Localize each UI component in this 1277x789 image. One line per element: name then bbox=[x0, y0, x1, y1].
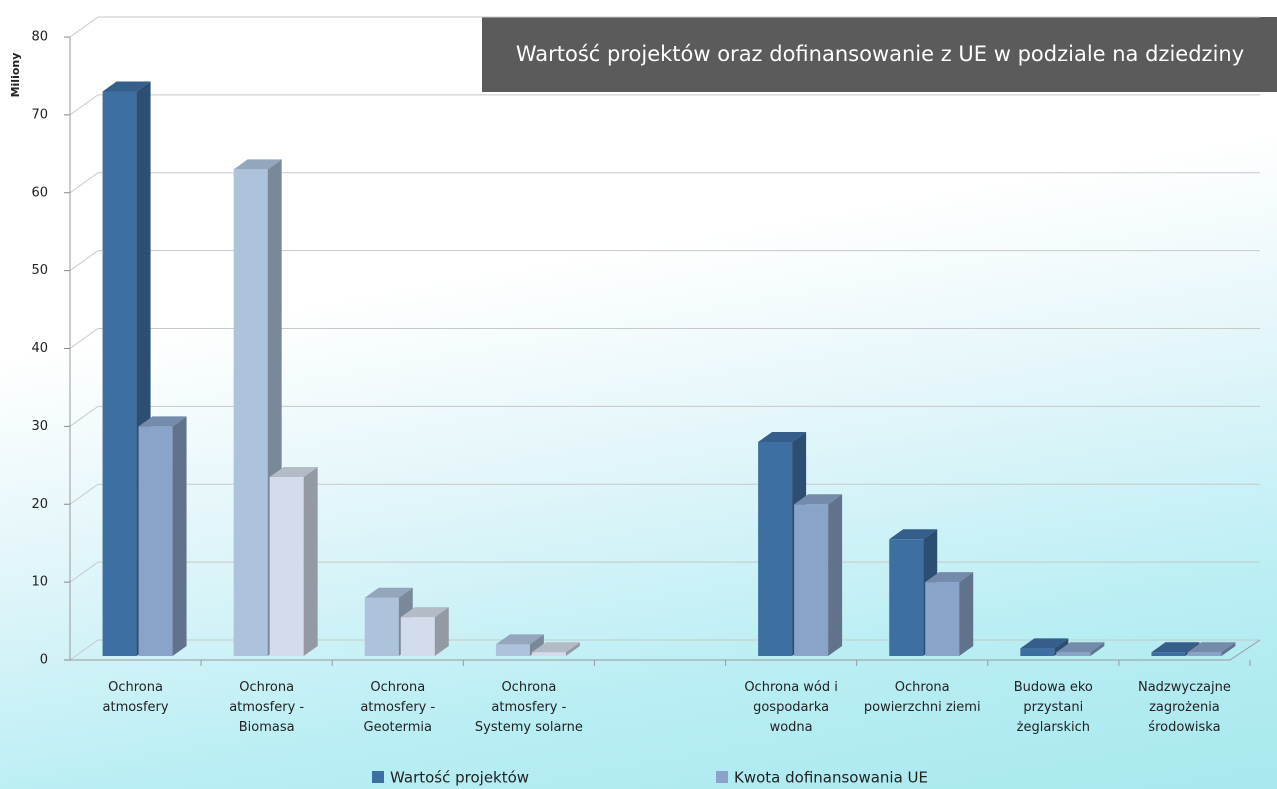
bar-front bbox=[925, 582, 960, 656]
bar-top bbox=[233, 159, 282, 170]
grid-line bbox=[69, 483, 1260, 505]
x-tick-label: Ochrona atmosfery bbox=[102, 680, 169, 715]
bar-front bbox=[495, 644, 530, 656]
bar-side bbox=[1221, 642, 1236, 656]
bar-top bbox=[400, 607, 449, 618]
grid-line bbox=[69, 639, 1260, 661]
bar-front bbox=[1020, 648, 1055, 656]
bar-top bbox=[1151, 642, 1200, 653]
x-tick-label: Nadzwyczajne zagrożenia środowiska bbox=[1137, 680, 1231, 735]
x-tick-label: Ochrona powierzchni ziemi bbox=[863, 680, 981, 715]
bar bbox=[1056, 642, 1105, 656]
x-tick-label: Ochrona atmosfery - Systemy solarne bbox=[474, 680, 583, 735]
x-axis bbox=[70, 639, 1261, 661]
bar-top bbox=[102, 81, 151, 92]
bar-front bbox=[794, 504, 829, 656]
bar bbox=[794, 494, 843, 656]
y-tick-label: 60 bbox=[31, 185, 48, 200]
bar-side bbox=[303, 466, 318, 656]
bar bbox=[269, 466, 318, 656]
bar bbox=[138, 416, 187, 656]
bar bbox=[531, 642, 580, 656]
x-tick-label: Ochrona atmosfery - Biomasa bbox=[229, 680, 305, 735]
bar-side bbox=[959, 572, 974, 656]
bar-side bbox=[434, 607, 449, 656]
bar-front bbox=[102, 91, 137, 656]
x-tick-label: Ochrona atmosfery - Geotermia bbox=[360, 680, 436, 735]
bar-front bbox=[758, 441, 793, 656]
bar-front bbox=[1187, 652, 1222, 656]
y-axis-label: Miliony bbox=[9, 53, 22, 98]
bar-top bbox=[531, 642, 580, 653]
bar-top bbox=[495, 634, 544, 645]
y-tick-label: 70 bbox=[31, 107, 48, 122]
x-tick-label: Ochrona wód i gospodarka wodna bbox=[744, 680, 838, 735]
bar-top bbox=[1056, 642, 1105, 653]
y-tick-label: 30 bbox=[31, 419, 48, 434]
bar-front bbox=[889, 539, 924, 656]
y-tick-label: 80 bbox=[31, 30, 48, 45]
y-tick-label: 20 bbox=[31, 497, 48, 512]
bar-front bbox=[1056, 652, 1091, 656]
grid-line bbox=[69, 94, 1260, 116]
bar-front bbox=[531, 652, 566, 656]
bar-side bbox=[1090, 642, 1105, 656]
bar bbox=[400, 607, 449, 656]
bar-side bbox=[172, 416, 187, 656]
y-tick-label: 40 bbox=[31, 341, 48, 356]
legend-label: Kwota dofinansowania UE bbox=[734, 769, 928, 787]
bar-side bbox=[565, 642, 580, 656]
bar-front bbox=[400, 617, 435, 656]
bar-front bbox=[364, 597, 399, 656]
legend-swatch bbox=[372, 771, 384, 783]
bar-side bbox=[529, 634, 544, 656]
bar-top bbox=[925, 572, 974, 583]
bar bbox=[925, 572, 974, 656]
bar-front bbox=[1151, 652, 1186, 656]
bar-top bbox=[364, 587, 413, 598]
bar-top bbox=[1187, 642, 1236, 653]
bar-top bbox=[758, 431, 807, 442]
legend-label: Wartość projektów bbox=[390, 769, 529, 787]
legend-swatch bbox=[716, 771, 728, 783]
grid-line bbox=[69, 250, 1260, 272]
bar-side bbox=[828, 494, 843, 656]
bar bbox=[495, 634, 544, 656]
grid-line bbox=[69, 16, 1260, 38]
title-box bbox=[482, 17, 1277, 92]
bar-front bbox=[138, 426, 173, 656]
grid-line bbox=[69, 561, 1260, 583]
y-tick-label: 50 bbox=[31, 263, 48, 278]
bar-top bbox=[269, 466, 318, 477]
chart-title: Wartość projektów oraz dofinansowanie z … bbox=[516, 42, 1244, 66]
y-tick-label: 10 bbox=[31, 575, 48, 590]
bar-top bbox=[794, 494, 843, 505]
bar-top bbox=[889, 529, 938, 540]
bar-front bbox=[233, 169, 268, 656]
grid-line bbox=[69, 328, 1260, 349]
y-tick-label: 0 bbox=[40, 653, 48, 668]
grid-line bbox=[69, 405, 1260, 427]
grid-line bbox=[69, 172, 1260, 194]
bar-top bbox=[138, 416, 187, 427]
bar-front bbox=[269, 476, 304, 656]
bar-top bbox=[1020, 638, 1069, 649]
x-tick-label: Budowa eko przystani żeglarskich bbox=[1013, 680, 1093, 735]
bar bbox=[1187, 642, 1236, 656]
